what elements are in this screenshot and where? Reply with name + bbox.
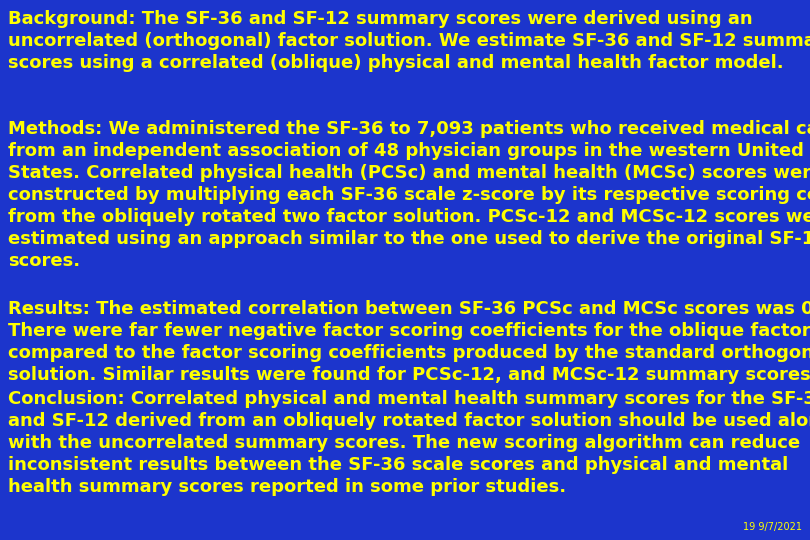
Text: compared to the factor scoring coefficients produced by the standard orthogonal : compared to the factor scoring coefficie… <box>8 344 810 362</box>
Text: and SF-12 derived from an obliquely rotated factor solution should be used along: and SF-12 derived from an obliquely rota… <box>8 412 810 430</box>
Text: Methods: We administered the SF-36 to 7,093 patients who received medical care: Methods: We administered the SF-36 to 7,… <box>8 120 810 138</box>
Text: from an independent association of 48 physician groups in the western United: from an independent association of 48 ph… <box>8 142 804 160</box>
Text: Results: The estimated correlation between SF-36 PCSc and MCSc scores was 0.62.: Results: The estimated correlation betwe… <box>8 300 810 318</box>
Text: Background: The SF-36 and SF-12 summary scores were derived using an: Background: The SF-36 and SF-12 summary … <box>8 10 752 28</box>
Text: There were far fewer negative factor scoring coefficients for the oblique factor: There were far fewer negative factor sco… <box>8 322 810 340</box>
Text: constructed by multiplying each SF-36 scale z-score by its respective scoring co: constructed by multiplying each SF-36 sc… <box>8 186 810 204</box>
Text: with the uncorrelated summary scores. The new scoring algorithm can reduce: with the uncorrelated summary scores. Th… <box>8 434 800 452</box>
Text: uncorrelated (orthogonal) factor solution. We estimate SF-36 and SF-12 summary: uncorrelated (orthogonal) factor solutio… <box>8 32 810 50</box>
Text: solution. Similar results were found for PCSc-12, and MCSc-12 summary scores.: solution. Similar results were found for… <box>8 366 810 384</box>
Text: 19 9/7/2021: 19 9/7/2021 <box>743 522 802 532</box>
Text: health summary scores reported in some prior studies.: health summary scores reported in some p… <box>8 478 566 496</box>
Text: inconsistent results between the SF-36 scale scores and physical and mental: inconsistent results between the SF-36 s… <box>8 456 788 474</box>
Text: States. Correlated physical health (PCSc) and mental health (MCSc) scores were: States. Correlated physical health (PCSc… <box>8 164 810 182</box>
Text: Conclusion: Correlated physical and mental health summary scores for the SF-36: Conclusion: Correlated physical and ment… <box>8 390 810 408</box>
Text: estimated using an approach similar to the one used to derive the original SF-12: estimated using an approach similar to t… <box>8 230 810 248</box>
Text: from the obliquely rotated two factor solution. PCSc-12 and MCSc-12 scores were: from the obliquely rotated two factor so… <box>8 208 810 226</box>
Text: scores.: scores. <box>8 252 80 270</box>
Text: scores using a correlated (oblique) physical and mental health factor model.: scores using a correlated (oblique) phys… <box>8 54 783 72</box>
